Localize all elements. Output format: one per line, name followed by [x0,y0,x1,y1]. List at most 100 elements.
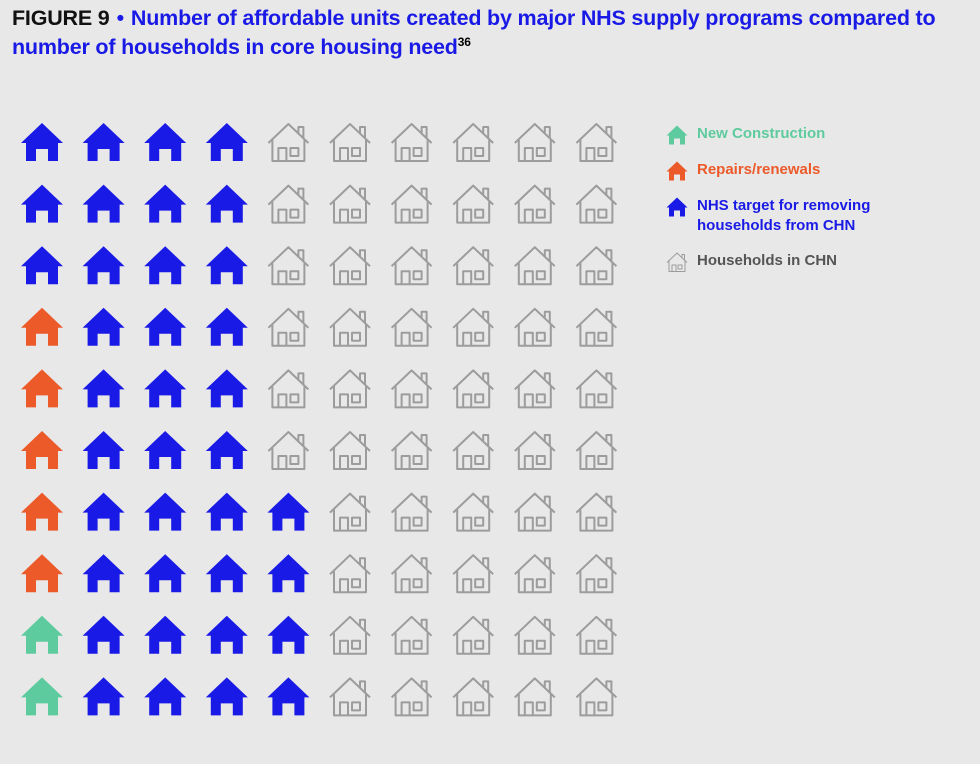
legend-item-households-chn: Households in CHN [666,251,966,272]
house-icon-households-in-chn [390,431,433,470]
house-icon-nhs-target-for-removing-households-from-chn [144,369,187,408]
house-icon-households-in-chn [452,677,494,717]
house-icon [666,197,688,217]
house-icon-households-in-chn [514,246,556,286]
house-icon-nhs-target-for-removing-households-from-chn [82,246,125,285]
house-icon-nhs-target-for-removing-households-from-chn [205,123,248,161]
house-icon-households-in-chn [329,492,371,532]
house-icon-nhs-target-for-removing-households-from-chn [144,431,187,469]
house-icon-households-in-chn [452,492,494,532]
house-icon-households-in-chn [390,246,433,286]
house-icon-nhs-target-for-removing-households-from-chn [82,123,125,161]
house-icon-nhs-target-for-removing-households-from-chn [82,184,125,223]
house-icon-households-in-chn [575,184,618,224]
house-icon-nhs-target-for-removing-households-from-chn [144,246,187,285]
house-icon-households-in-chn [329,246,371,286]
house-icon-nhs-target-for-removing-households-from-chn [82,492,125,531]
house-icon-nhs-target-for-removing-households-from-chn [205,677,248,716]
house-icon-households-in-chn [329,677,371,717]
legend-item-new-construction: New Construction [666,124,966,145]
house-icon-nhs-target-for-removing-households-from-chn [205,307,248,346]
house-icon-households-in-chn [267,123,310,162]
house-icon-nhs-target-for-removing-households-from-chn [82,431,125,469]
house-icon-households-in-chn [514,369,556,409]
house-icon-households-in-chn [575,307,618,347]
house-icon-households-in-chn [514,184,556,224]
house-icon-repairs-renewals [21,369,63,408]
house-icon-households-in-chn [514,123,556,162]
house-icon-households-in-chn [575,554,618,594]
house-icon-households-in-chn [452,369,494,409]
house-icon-households-in-chn [514,492,556,532]
legend-label: NHS target for removing households from … [697,197,871,234]
house-icon-households-in-chn [514,554,556,594]
house-icon-nhs-target-for-removing-households-from-chn [205,492,248,531]
legend-label: New Construction [697,125,826,142]
house-icon-nhs-target-for-removing-households-from-chn [267,554,310,593]
figure-title: FIGURE 9 • Number of affordable units crea… [12,4,972,62]
house-icon-nhs-target-for-removing-households-from-chn [144,492,187,531]
figure-label: FIGURE 9 [12,6,110,30]
house-icon-nhs-target-for-removing-households-from-chn [267,615,310,654]
house-icon-households-in-chn [390,492,433,532]
house-icon-nhs-target-for-removing-households-from-chn [144,307,187,346]
house-icon-households-in-chn [452,554,494,594]
house-icon-nhs-target-for-removing-households-from-chn [205,369,248,408]
house-icon-households-in-chn [329,615,371,655]
house-icon-nhs-target-for-removing-households-from-chn [144,677,187,716]
house-icon-households-in-chn [329,431,371,470]
house-icon-households-in-chn [514,431,556,470]
house-icon-nhs-target-for-removing-households-from-chn [82,307,125,346]
house-icon-households-in-chn [390,369,433,409]
house-icon-nhs-target-for-removing-households-from-chn [82,554,125,593]
house-icon-households-in-chn [390,554,433,594]
house-icon-households-in-chn [329,184,371,224]
house-icon-nhs-target-for-removing-households-from-chn [21,123,63,161]
house-icon-new-construction [21,615,63,654]
house-icon-nhs-target-for-removing-households-from-chn [267,677,310,716]
house-icon-households-in-chn [452,184,494,224]
house-icon-households-in-chn [329,369,371,409]
house-icon-nhs-target-for-removing-households-from-chn [82,615,125,654]
house-icon-repairs-renewals [21,431,63,469]
footnote-ref: 36 [457,34,471,49]
house-icon-households-in-chn [575,615,618,655]
house-icon-households-in-chn [514,615,556,655]
house-icon-households-in-chn [329,307,371,347]
house-icon-households-in-chn [267,307,310,347]
house-icon-nhs-target-for-removing-households-from-chn [144,123,187,161]
house-icon-new-construction [21,677,63,716]
house-icon-households-in-chn [267,369,310,409]
house-icon [666,125,688,145]
legend-item-repairs: Repairs/renewals [666,160,966,181]
house-icon-nhs-target-for-removing-households-from-chn [205,431,248,469]
pictogram-grid [21,123,618,717]
house-icon-households-in-chn [575,246,618,286]
house-icon-households-in-chn [452,123,494,162]
house-icon-households-in-chn [329,554,371,594]
house-icon-nhs-target-for-removing-households-from-chn [205,184,248,223]
house-icon-households-in-chn [390,615,433,655]
house-icon-households-in-chn [390,123,433,162]
house-icon-repairs-renewals [21,492,63,531]
house-icon-households-in-chn [329,123,371,162]
house-icon-households-in-chn [575,431,618,470]
house-icon-households-in-chn [575,492,618,532]
house-icon-nhs-target-for-removing-households-from-chn [205,615,248,654]
legend: New Construction Repairs/renewals NHS ta… [666,124,966,287]
house-icon-households-in-chn [452,307,494,347]
house-icon-households-in-chn [575,677,618,717]
house-icon-repairs-renewals [21,307,63,346]
house-icon-nhs-target-for-removing-households-from-chn [205,246,248,285]
chart-title: Number of affordable units created by ma… [12,6,936,59]
legend-label: Repairs/renewals [697,161,821,178]
house-icon-households-in-chn [390,184,433,224]
house-icon-households-in-chn [267,184,310,224]
house-icon-nhs-target-for-removing-households-from-chn [82,677,125,716]
house-icon-households-in-chn [514,307,556,347]
house-icon-households-in-chn [452,431,494,470]
house-icon-households-in-chn [452,246,494,286]
house-icon-households-in-chn [267,246,310,286]
house-icon-nhs-target-for-removing-households-from-chn [205,554,248,593]
house-icon-nhs-target-for-removing-households-from-chn [144,554,187,593]
